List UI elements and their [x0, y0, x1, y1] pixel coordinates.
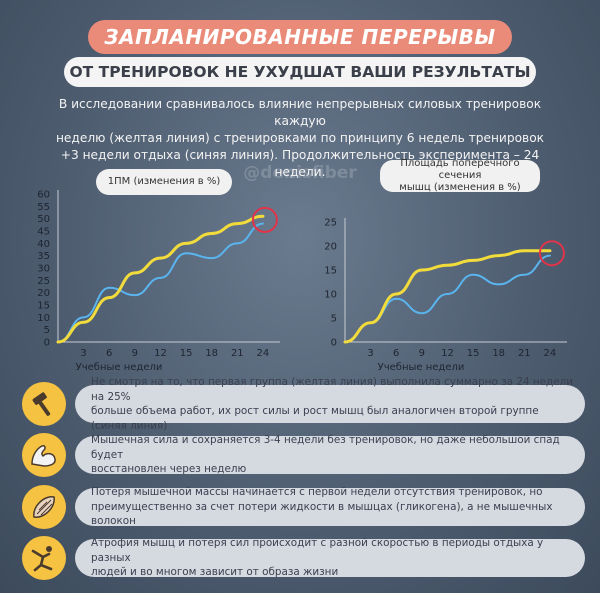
chart-1-title-line-1: 1ПМ (изменения в %) [107, 176, 221, 187]
watermark: @denisfiber [243, 163, 357, 183]
y-tick-label: 45 [37, 227, 50, 238]
subtitle-banner: ОТ ТРЕНИРОВОК НЕ УХУДШАТ ВАШИ РЕЗУЛЬТАТЫ [64, 57, 536, 87]
y-tick-label: 25 [324, 218, 337, 229]
yellow-series-line [343, 249, 552, 344]
x-tick-label: 24 [544, 348, 557, 359]
fact-card: Мышечная сила и сохраняется 3-4 недели б… [75, 433, 585, 477]
chart-1-title: 1ПМ (изменения в %) [96, 169, 232, 195]
chart-2-title-line-2: мышц (изменения в %) [399, 182, 521, 193]
y-tick-label: 20 [324, 242, 337, 253]
intro-line-1: В исследовании сравнивалось влияние непр… [58, 97, 542, 128]
fact-text-line-2: людей и во многом зависит от образа жизн… [91, 566, 339, 579]
page-subtitle: ОТ ТРЕНИРОВОК НЕ УХУДШАТ ВАШИ РЕЗУЛЬТАТЫ [69, 63, 531, 81]
page-title: ЗАПЛАНИРОВАННЫЕ ПЕРЕРЫВЫ [104, 25, 496, 49]
x-tick-label: 21 [231, 348, 244, 359]
fact-text-line-2: преимущественно за счет потери жидкости … [91, 500, 553, 528]
fact-text: Потеря мышечной массы начинается с перво… [91, 485, 577, 529]
blue-series-line [344, 254, 551, 343]
x-tick-label: 6 [393, 348, 399, 359]
y-tick-label: 40 [37, 239, 50, 250]
x-axis-label: Учебные недели [76, 362, 163, 373]
x-tick-label: 3 [367, 348, 373, 359]
chart-2-title-line-1: Площадь поперечного сечения [400, 158, 520, 181]
x-tick-label: 12 [441, 348, 454, 359]
y-tick-label: 0 [331, 338, 337, 349]
x-tick-label: 18 [492, 348, 505, 359]
title-banner: ЗАПЛАНИРОВАННЫЕ ПЕРЕРЫВЫ [88, 20, 512, 54]
intro-text: В исследовании сравнивалось влияние непр… [40, 96, 560, 181]
blue-series-line [57, 222, 264, 343]
yellow-series-line [56, 214, 265, 344]
x-tick-label: 15 [180, 348, 193, 359]
highlight-circle [251, 206, 278, 233]
muscle-fiber-icon [22, 485, 66, 529]
y-tick-label: 30 [37, 264, 50, 275]
fact-card: Потеря мышечной массы начинается с перво… [75, 485, 585, 529]
y-tick-label: 35 [37, 251, 50, 262]
x-tick-label: 24 [257, 348, 270, 359]
fact-card: Не смотря на то, что первая группа (желт… [75, 376, 585, 432]
fact-text-line-2: больше объема работ, их рост силы и рост… [91, 405, 539, 432]
x-tick-label: 21 [518, 348, 531, 359]
y-tick-label: 60 [37, 190, 50, 201]
fact-text-line-2: восстановлен через неделю [91, 463, 247, 476]
y-tick-label: 0 [44, 338, 50, 349]
y-tick-label: 15 [37, 301, 50, 312]
highlight-circle [538, 240, 565, 267]
fact-text-line-1: Мышечная сила и сохраняется 3-4 недели б… [91, 434, 560, 461]
x-tick-label: 6 [106, 348, 112, 359]
chart-2-title: Площадь поперечного сечения мышц (измене… [380, 158, 540, 193]
stretching-person-icon [22, 536, 66, 580]
intro-line-2: неделю (желтая линия) с тренировками по … [55, 131, 545, 145]
x-tick-label: 9 [419, 348, 425, 359]
y-tick-label: 10 [37, 313, 50, 324]
fact-text: Мышечная сила и сохраняется 3-4 недели б… [91, 433, 577, 477]
y-tick-label: 10 [324, 290, 337, 301]
x-tick-label: 18 [205, 348, 218, 359]
fact-text-line-1: Атрофия мышц и потеря сил происходит с р… [91, 537, 544, 564]
y-tick-label: 50 [37, 214, 50, 225]
x-tick-label: 12 [154, 348, 167, 359]
x-axis-label: Учебные недели [378, 362, 465, 373]
fact-card: Атрофия мышц и потеря сил происходит с р… [75, 536, 585, 580]
hammer-icon [22, 382, 66, 426]
y-tick-label: 25 [37, 276, 50, 287]
fact-text: Атрофия мышц и потеря сил происходит с р… [91, 536, 577, 580]
x-tick-label: 3 [80, 348, 86, 359]
y-tick-label: 5 [44, 325, 50, 336]
intro-line-3: +3 недели отдыха (синяя линия). Продолжи… [60, 148, 540, 179]
fact-text-line-1: Потеря мышечной массы начинается с перво… [91, 486, 543, 499]
y-tick-label: 15 [324, 266, 337, 277]
y-tick-label: 20 [37, 288, 50, 299]
flexed-arm-icon [22, 433, 66, 477]
x-tick-label: 15 [467, 348, 480, 359]
y-tick-label: 5 [331, 314, 337, 325]
muscle-area-chart: 0 5 10 15 20 25 3 6 9 12 15 18 21 24 Учебные недели [324, 218, 567, 373]
fact-text-line-1: Не смотря на то, что первая группа (желт… [91, 376, 574, 403]
y-tick-label: 55 [37, 202, 50, 213]
fact-text: Не смотря на то, что первая группа (желт… [91, 375, 577, 433]
x-tick-label: 9 [132, 348, 138, 359]
